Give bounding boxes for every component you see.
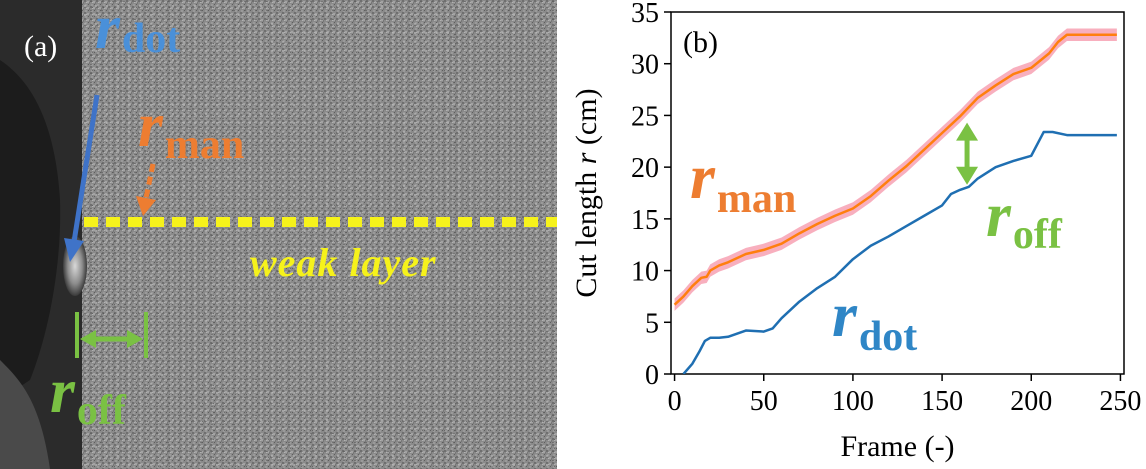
photo-noise-overlay	[0, 0, 557, 469]
series-layer	[673, 28, 1117, 374]
x-tick-label: 250	[1099, 386, 1141, 417]
x-axis-ticks: 0 50 100 150 200 250	[668, 374, 1141, 417]
y-tick-label: 10	[631, 257, 659, 288]
y-tick-label: 35	[631, 0, 659, 29]
r-man-label-b: rman	[690, 141, 796, 222]
series-man-band	[674, 28, 1117, 311]
r-man-label-a: rman	[138, 89, 244, 168]
r-off-arrow-right-head	[127, 330, 143, 348]
x-tick-label: 0	[668, 386, 682, 417]
y-tick-label: 0	[645, 360, 659, 391]
y-tick-label: 20	[631, 153, 659, 184]
panel-b-label: (b)	[683, 26, 718, 59]
r-off-label-b: roff	[986, 179, 1063, 258]
r-dot-label-b: rdot	[832, 279, 917, 360]
x-tick-label: 50	[750, 386, 778, 417]
panel-a: (a) rdot rman weak layer roff	[0, 0, 557, 469]
y-tick-label: 30	[631, 50, 659, 81]
r-dot-arrow-shaft	[71, 94, 100, 243]
r-off-double-arrow-bottom-head	[956, 166, 979, 185]
x-tick-label: 100	[832, 386, 874, 417]
r-dot-arrow-head	[64, 238, 84, 262]
x-tick-label: 150	[921, 386, 963, 417]
r-dot-label-a: rdot	[95, 0, 180, 62]
r-off-label-a: roff	[50, 355, 127, 434]
panel-a-label: (a)	[24, 30, 57, 63]
r-man-arrow-shaft	[143, 163, 156, 199]
plot-area: 0 50 100 150 200 250 0 5 10 15 20 25 30 35	[631, 0, 1141, 417]
dark-left-shade	[0, 60, 61, 400]
r-off-double-arrow-top-head	[956, 122, 979, 141]
plot-frame	[670, 11, 1125, 375]
y-tick-label: 25	[631, 101, 659, 132]
series-man-line	[673, 33, 1117, 306]
r-off-arrow-left-head	[80, 330, 96, 348]
y-axis-ticks: 0 5 10 15 20 25 30 35	[631, 0, 671, 391]
y-tick-label: 5	[645, 308, 659, 339]
x-tick-label: 200	[1010, 386, 1052, 417]
r-man-arrow-head	[136, 196, 156, 216]
y-axis-label: Cut length r (cm)	[570, 88, 603, 297]
light-edge	[0, 360, 50, 469]
series-dot-line	[682, 130, 1117, 374]
y-tick-label: 15	[631, 205, 659, 236]
x-axis-label: Frame (-)	[840, 430, 954, 463]
weak-layer-text: weak layer	[250, 240, 437, 285]
